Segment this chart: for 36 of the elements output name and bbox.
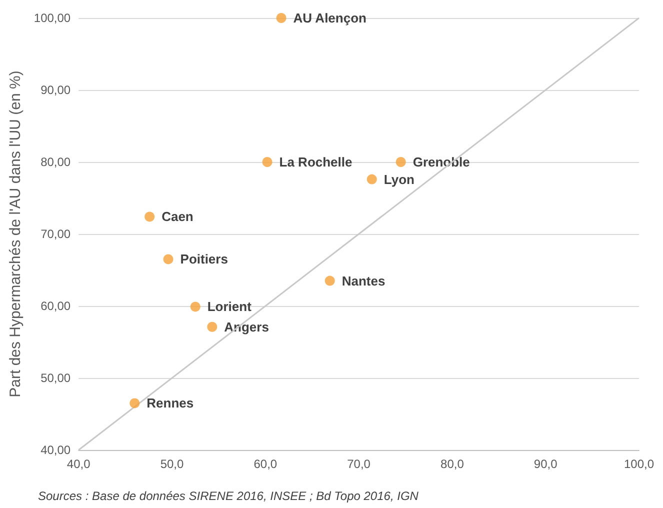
annotation: Nantes — [342, 273, 386, 288]
point — [163, 254, 174, 264]
annotation: AU Alençon — [293, 10, 367, 26]
point — [366, 174, 377, 184]
annotation: Poitiers — [180, 252, 228, 267]
x-tick-label: 100,0 — [624, 457, 654, 471]
annotation: Caen — [162, 209, 194, 224]
annotation: Rennes — [146, 396, 194, 411]
y-tick-label: 50,00 — [40, 371, 71, 385]
point — [130, 398, 140, 408]
point — [207, 322, 218, 332]
annotation: Angers — [224, 319, 269, 334]
y-tick-label: 70,00 — [40, 227, 71, 241]
source-note: Sources : Base de données SIRENE 2016, INSEE ; Bd Topo 2016, IGN — [38, 489, 419, 503]
y-tick-label: 60,00 — [40, 299, 71, 313]
x-tick-label: 80,0 — [440, 457, 464, 471]
y-tick-label: 90,00 — [40, 83, 71, 97]
annotation: Grenoble — [412, 154, 470, 170]
point — [262, 157, 272, 167]
point — [276, 13, 286, 23]
x-tick-label: 40,0 — [66, 457, 91, 471]
x-tick-label: 70,0 — [347, 457, 371, 471]
point — [324, 276, 335, 286]
point — [144, 212, 155, 222]
x-tick-label: 50,0 — [160, 457, 184, 471]
y-tick-label: 100,00 — [34, 11, 71, 25]
y-axis-title: Part des Hypermarchés de l'AU dans l'UU (en %) — [7, 70, 24, 398]
y-tick-label: 80,00 — [40, 155, 71, 169]
annotation: Lorient — [207, 299, 252, 314]
point — [190, 302, 200, 312]
x-tick-label: 90,0 — [534, 457, 558, 471]
point — [396, 157, 406, 167]
x-tick-label: 60,0 — [254, 457, 278, 471]
y-tick-label: 40,00 — [40, 443, 71, 457]
annotation: La Rochelle — [279, 154, 352, 170]
annotation: Lyon — [384, 172, 415, 187]
